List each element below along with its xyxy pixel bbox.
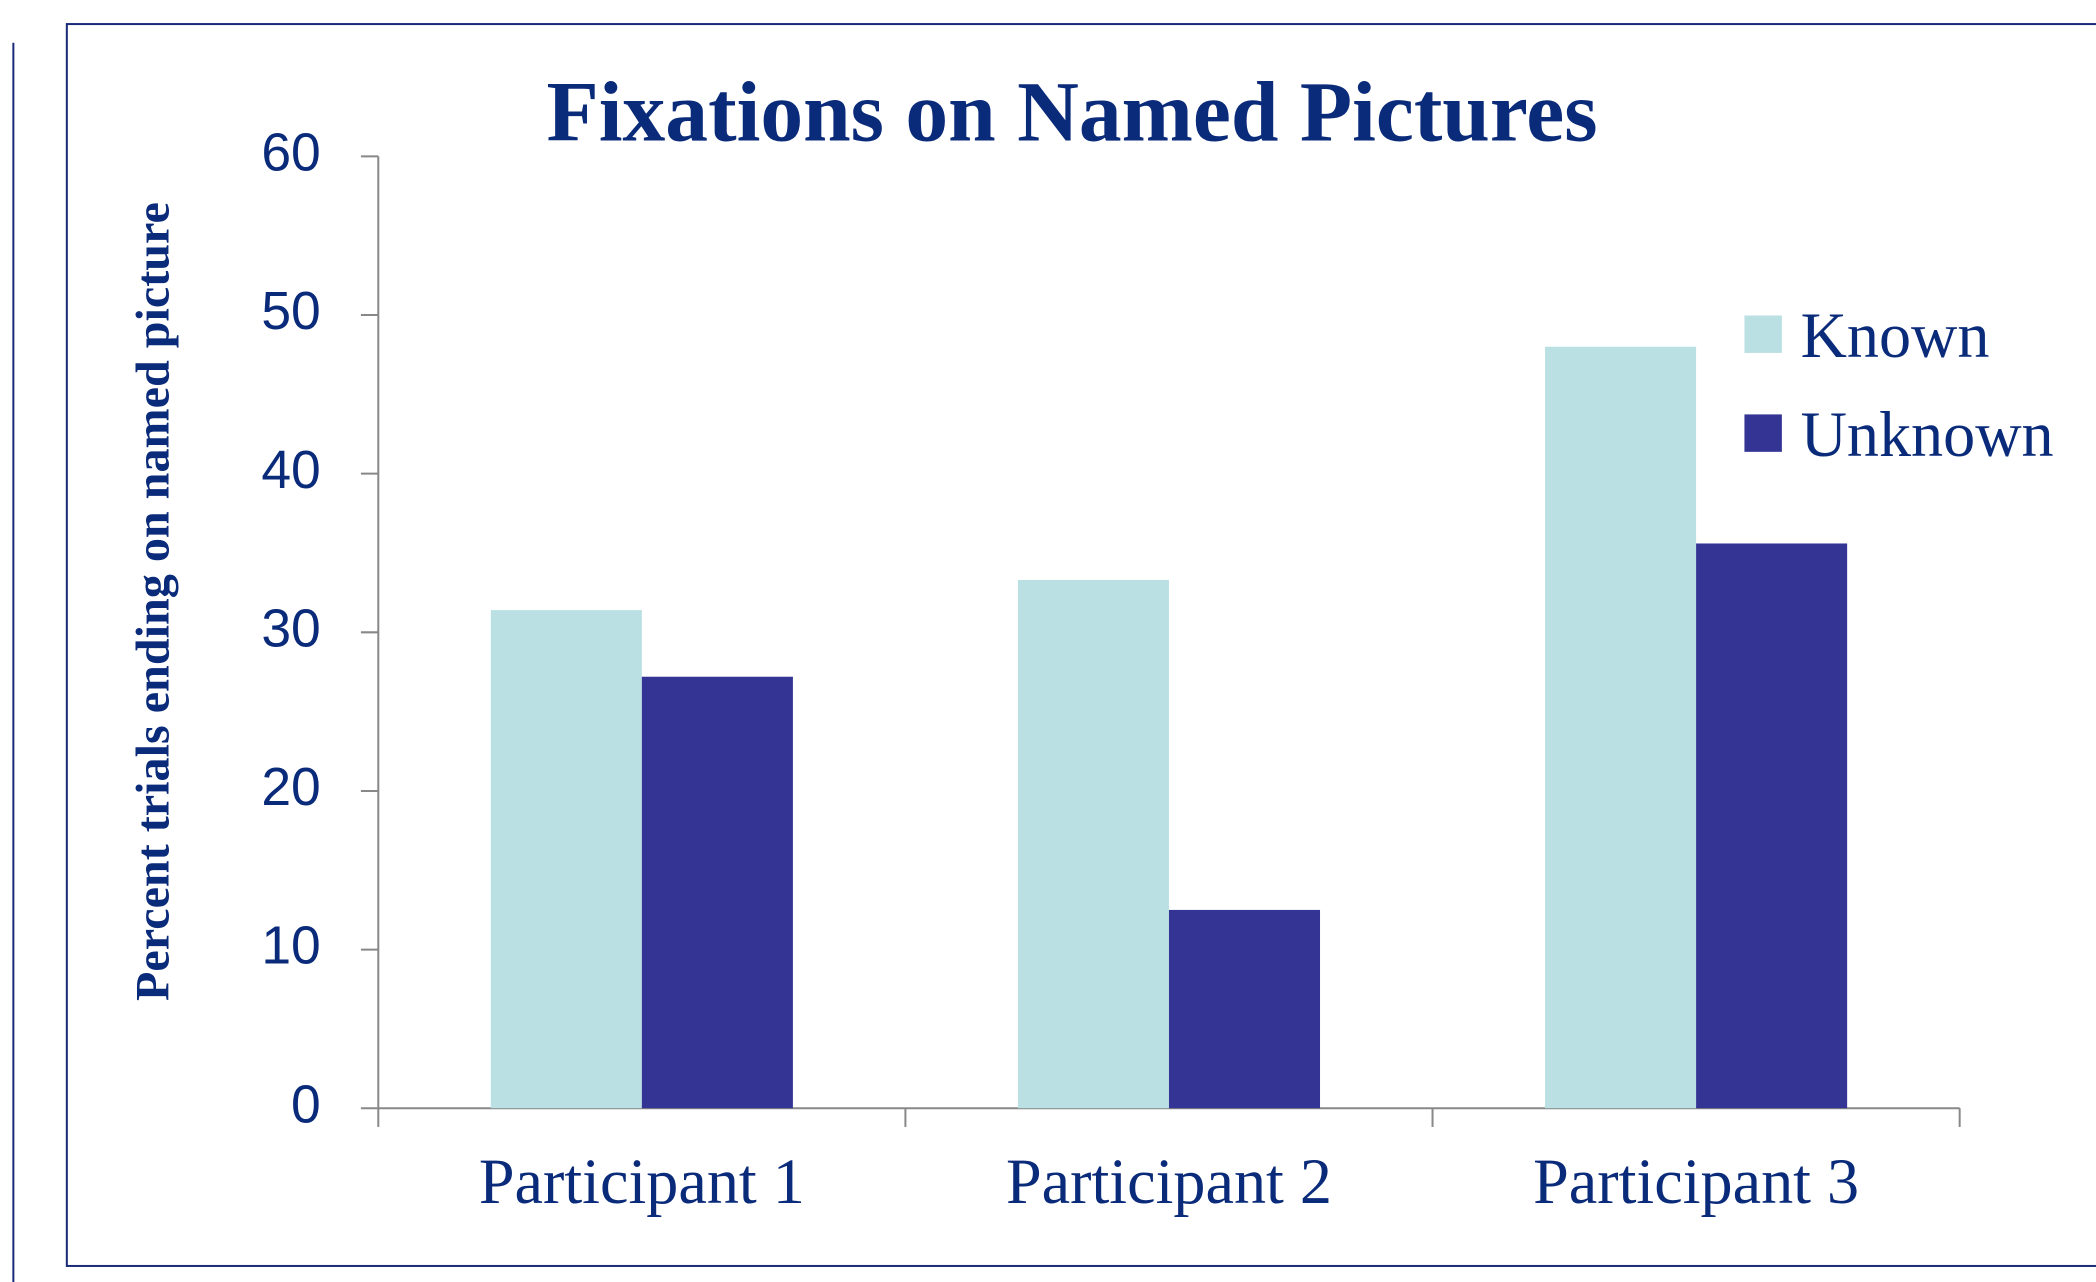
bar	[1017, 579, 1169, 1109]
y-tick-label: 60	[261, 124, 320, 183]
y-tick-label: 50	[261, 282, 320, 341]
bar	[490, 610, 642, 1109]
y-tick-label: 20	[261, 758, 320, 817]
chart-frame	[65, 23, 2096, 1267]
x-tick-label: Participant 1	[479, 1146, 805, 1217]
chart-title: Fixations on Named Pictures	[547, 64, 1598, 159]
bar	[1168, 909, 1321, 1109]
x-tick-label: Participant 2	[1006, 1146, 1332, 1217]
x-tick-label: Participant 3	[1533, 1146, 1859, 1217]
legend-label: Unknown	[1801, 399, 2054, 470]
y-axis-label: Percent trials ending on named picture	[125, 202, 180, 1002]
legend-label: Known	[1801, 300, 1990, 371]
bar	[1696, 543, 1848, 1109]
legend-swatch	[1744, 315, 1782, 353]
y-tick-label: 0	[291, 1075, 321, 1134]
y-tick-label: 40	[261, 441, 320, 500]
y-label-box: Percent trials ending on named picture	[125, 202, 180, 1002]
bar	[641, 676, 793, 1109]
legend-swatch	[1744, 414, 1782, 452]
bar	[1545, 346, 1697, 1109]
y-tick-label: 10	[261, 917, 320, 976]
y-tick-label: 30	[261, 599, 320, 658]
